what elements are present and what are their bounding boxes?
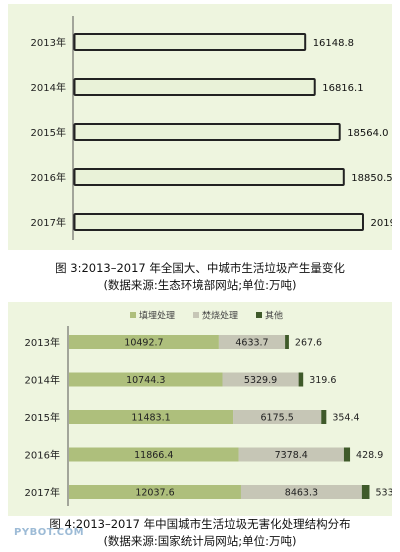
segment-0-1 (69, 372, 223, 387)
legend-swatch-1 (193, 312, 199, 318)
segment-label-0-0: 10492.7 (124, 338, 163, 349)
segment-label-2-2: 354.4 (332, 413, 359, 424)
segment-label-0-2: 11483.1 (131, 413, 170, 424)
segment-label-2-1: 319.6 (309, 375, 336, 386)
segment-label-2-3: 428.9 (356, 450, 383, 461)
segment-label-1-1: 5329.9 (244, 375, 277, 386)
segment-label-0-4: 12037.6 (135, 488, 174, 499)
treatment-stacked-bar-chart: 填埋处理 焚烧处理 其他 2013年 10492.7 4633.7 267.6 2014年 10… (25, 310, 400, 506)
category-label-2: 2015年 (31, 126, 66, 139)
bar-4 (73, 213, 364, 231)
category-label-1: 2014年 (31, 81, 66, 94)
segment-2-2 (321, 410, 327, 424)
segment-label-0-1: 10744.3 (126, 375, 165, 386)
segment-label-1-3: 7378.4 (275, 450, 308, 461)
segment-0-2 (69, 410, 234, 424)
figure4-caption-line1: 图 4:2013–2017 年中国城市生活垃圾无害化处理结构分布 (49, 517, 351, 531)
category-label-4: 2017年 (31, 216, 66, 229)
watermark-logo: PYBOT.COM (14, 527, 84, 538)
segment-1-4 (240, 485, 362, 499)
segment-0-4 (69, 485, 241, 499)
segment-0-0 (69, 335, 219, 349)
segment-1-1 (222, 372, 299, 387)
legend-label-1: 焚烧处理 (202, 310, 238, 322)
category-label-0: 2013年 (25, 336, 60, 349)
chart-panel-treatment: 填埋处理 焚烧处理 其他 2013年 10492.7 4633.7 267.6 2014年 10… (8, 302, 400, 516)
category-label-3: 2016年 (31, 171, 66, 184)
category-label-4: 2017年 (25, 486, 60, 499)
category-label-0: 2013年 (31, 36, 66, 49)
segment-0-3 (69, 447, 239, 462)
value-label-2: 18564.0 (347, 128, 388, 139)
segment-label-1-2: 6175.5 (261, 413, 294, 424)
segment-2-4 (361, 485, 370, 499)
category-label-3: 2016年 (25, 449, 60, 462)
legend-swatch-0 (130, 312, 136, 318)
value-label-0: 16148.8 (313, 38, 354, 49)
segment-2-3 (343, 447, 351, 462)
figure3-caption-line2: (数据来源:生态环境部网站;单位:万吨) (103, 278, 297, 292)
watermark-text: PYBOT.COM (14, 527, 85, 538)
category-label-2: 2015年 (25, 411, 60, 424)
legend-label-2: 其他 (265, 310, 283, 322)
value-label-1: 16816.1 (322, 83, 363, 94)
segment-2-1 (298, 372, 304, 387)
segment-label-2-0: 267.6 (295, 338, 322, 349)
bar-1 (73, 78, 316, 96)
segment-1-2 (233, 410, 322, 424)
figure3-caption-line1: 图 3:2013–2017 年全国大、中城市生活垃圾产生量变化 (55, 261, 345, 275)
chart-panel-production: 2013年 16148.8 2014年 16816.1 2015年 18564.0 2016… (8, 4, 400, 250)
figure4-caption-line2: (数据来源:国家统计局网站;单位:万吨) (103, 534, 297, 548)
value-label-3: 18850.5 (351, 173, 392, 184)
bar-2 (73, 123, 341, 141)
legend-label-0: 填埋处理 (139, 310, 175, 322)
segment-label-1-4: 8463.3 (285, 488, 318, 499)
value-label-4: 20194.4 (370, 218, 392, 229)
segment-label-2-4: 533.2 (375, 488, 392, 499)
legend-swatch-2 (256, 312, 262, 318)
bar-3 (73, 168, 345, 186)
category-label-1: 2014年 (25, 374, 60, 387)
segment-label-0-3: 11866.4 (134, 450, 173, 461)
segment-1-3 (238, 447, 344, 462)
segment-1-0 (218, 335, 286, 349)
segment-label-1-0: 4633.7 (235, 338, 268, 349)
segment-2-0 (285, 335, 289, 349)
bar-0 (73, 33, 307, 51)
production-bar-chart: 2013年 16148.8 2014年 16816.1 2015年 18564.0 2016… (31, 16, 400, 240)
